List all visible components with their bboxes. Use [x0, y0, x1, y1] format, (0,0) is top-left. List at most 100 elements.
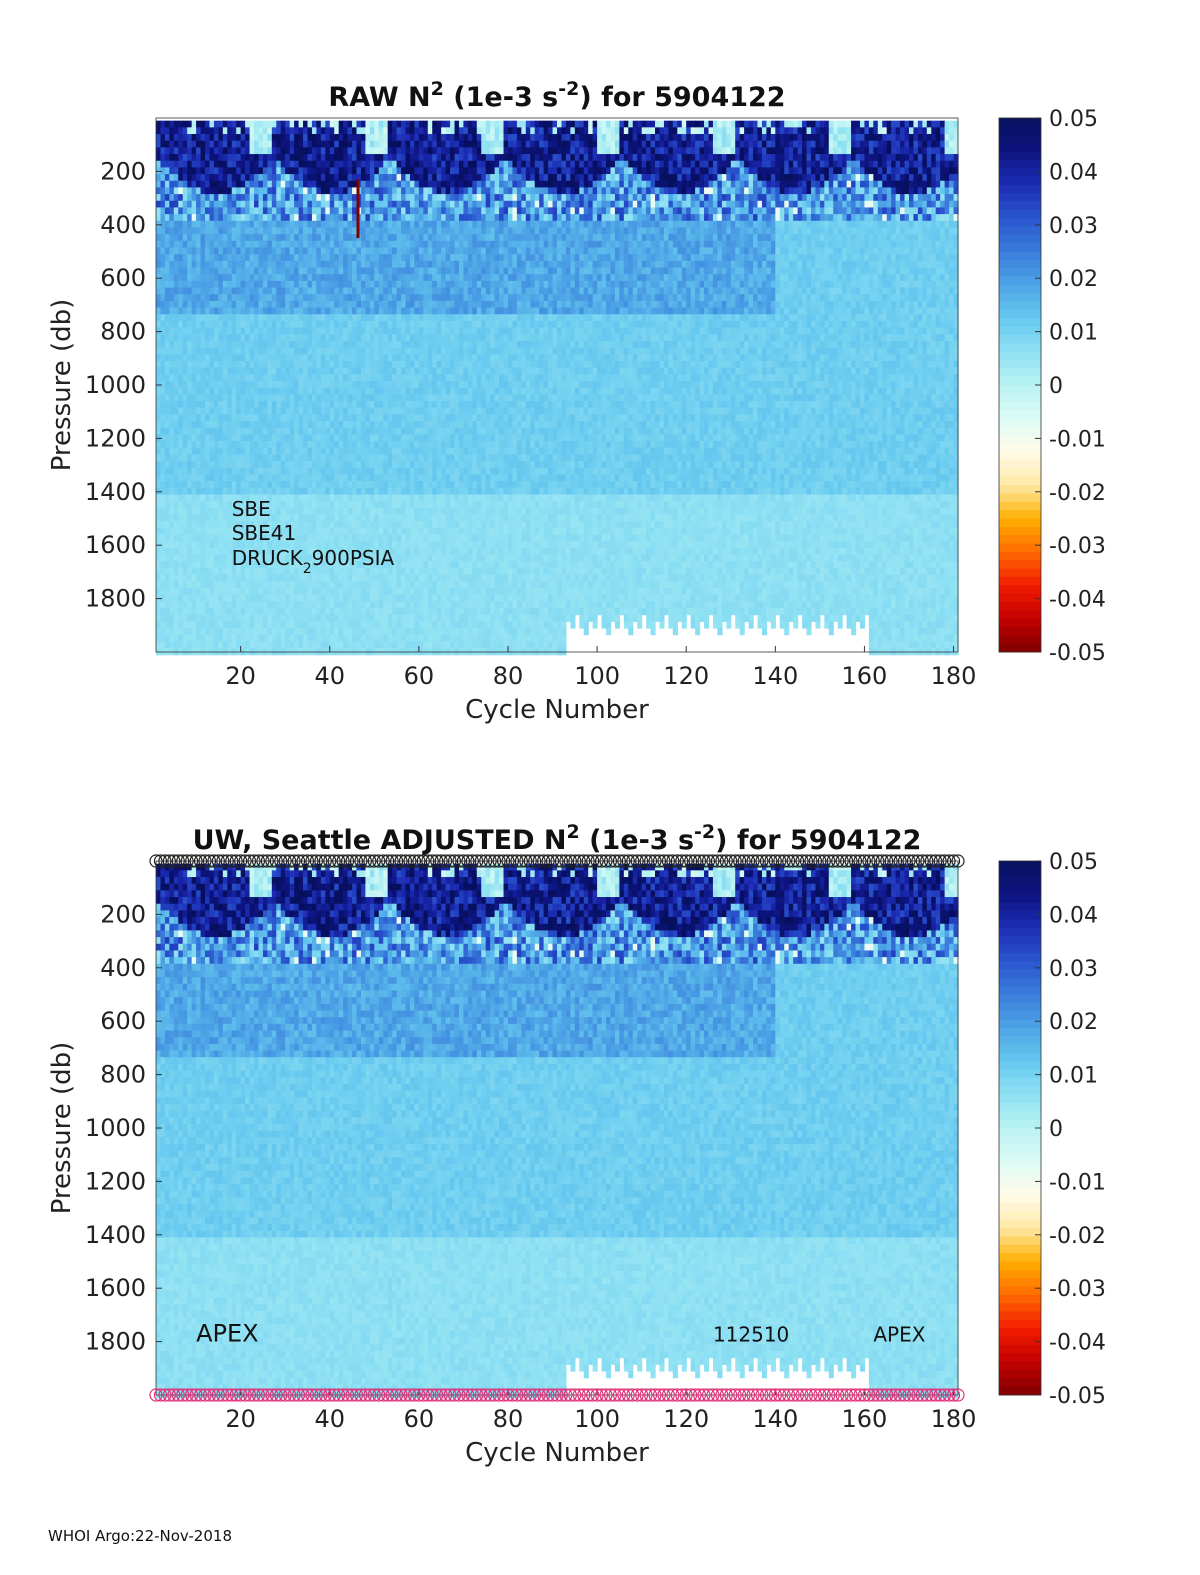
heatmap-cell: [196, 621, 201, 628]
heatmap-cell: [307, 221, 312, 228]
heatmap-cell: [263, 348, 268, 355]
heatmap-cell: [325, 501, 330, 508]
heatmap-cell: [299, 174, 304, 181]
heatmap-cell: [205, 214, 210, 221]
heatmap-cell: [178, 408, 183, 415]
heatmap-cell: [379, 127, 384, 134]
heatmap-cell: [312, 254, 317, 261]
heatmap-cell: [307, 207, 312, 214]
heatmap-cell: [174, 608, 179, 615]
heatmap-cell: [397, 187, 402, 194]
heatmap-cell: [307, 241, 312, 248]
heatmap-cell: [156, 548, 161, 555]
heatmap-cell: [428, 434, 433, 441]
heatmap-cell: [218, 241, 223, 248]
heatmap-cell: [432, 147, 437, 154]
heatmap-cell: [348, 448, 353, 455]
heatmap-cell: [392, 575, 397, 582]
heatmap-cell: [267, 248, 272, 255]
heatmap-cell: [290, 234, 295, 241]
heatmap-cell: [160, 281, 165, 288]
heatmap-cell: [281, 608, 286, 615]
heatmap-cell: [267, 588, 272, 595]
heatmap-cell: [419, 181, 424, 188]
heatmap-cell: [339, 161, 344, 168]
heatmap-cell: [432, 308, 437, 315]
heatmap-cell: [254, 588, 259, 595]
heatmap-cell: [227, 341, 232, 348]
heatmap-cell: [178, 361, 183, 368]
heatmap-cell: [397, 441, 402, 448]
heatmap-cell: [361, 141, 366, 148]
heatmap-cell: [343, 181, 348, 188]
heatmap-cell: [214, 141, 219, 148]
heatmap-cell: [165, 147, 170, 154]
heatmap-cell: [339, 508, 344, 515]
heatmap-cell: [267, 575, 272, 582]
heatmap-cell: [334, 248, 339, 255]
heatmap-cell: [232, 381, 237, 388]
heatmap-cell: [187, 374, 192, 381]
heatmap-cell: [307, 635, 312, 642]
heatmap-cell: [383, 575, 388, 582]
heatmap-cell: [343, 127, 348, 134]
heatmap-cell: [174, 361, 179, 368]
heatmap-cell: [406, 421, 411, 428]
heatmap-cell: [174, 454, 179, 461]
heatmap-cell: [209, 581, 214, 588]
heatmap-cell: [374, 194, 379, 201]
heatmap-cell: [401, 621, 406, 628]
heatmap-cell: [241, 388, 246, 395]
heatmap-cell: [397, 248, 402, 255]
heatmap-cell: [196, 481, 201, 488]
heatmap-cell: [187, 301, 192, 308]
heatmap-cell: [383, 588, 388, 595]
heatmap-cell: [325, 448, 330, 455]
heatmap-cell: [401, 454, 406, 461]
heatmap-cell: [388, 454, 393, 461]
heatmap-cell: [174, 301, 179, 308]
heatmap-cell: [321, 374, 326, 381]
heatmap-cell: [276, 308, 281, 315]
heatmap-cell: [178, 368, 183, 375]
heatmap-cell: [370, 515, 375, 522]
heatmap-cell: [419, 414, 424, 421]
heatmap-cell: [245, 281, 250, 288]
heatmap-cell: [165, 615, 170, 622]
heatmap-cell: [352, 615, 357, 622]
heatmap-cell: [285, 194, 290, 201]
heatmap-cell: [410, 588, 415, 595]
heatmap-cell: [365, 528, 370, 535]
heatmap-cell: [267, 241, 272, 248]
heatmap-cell: [205, 348, 210, 355]
heatmap-cell: [263, 281, 268, 288]
heatmap-cell: [250, 581, 255, 588]
heatmap-cell: [299, 461, 304, 468]
heatmap-cell: [410, 241, 415, 248]
heatmap-cell: [379, 147, 384, 154]
heatmap-cell: [285, 394, 290, 401]
heatmap-cell: [339, 308, 344, 315]
heatmap-cell: [285, 501, 290, 508]
heatmap-cell: [374, 167, 379, 174]
heatmap-cell: [423, 328, 428, 335]
heatmap-cell: [392, 354, 397, 361]
heatmap-cell: [423, 261, 428, 268]
heatmap-cell: [285, 348, 290, 355]
heatmap-cell: [196, 261, 201, 268]
heatmap-cell: [392, 414, 397, 421]
heatmap-cell: [218, 321, 223, 328]
heatmap-cell: [294, 615, 299, 622]
heatmap-cell: [307, 481, 312, 488]
heatmap-cell: [423, 388, 428, 395]
heatmap-cell: [419, 454, 424, 461]
heatmap-cell: [294, 354, 299, 361]
heatmap-cell: [276, 248, 281, 255]
heatmap-cell: [428, 601, 433, 608]
heatmap-cell: [392, 481, 397, 488]
heatmap-cell: [290, 147, 295, 154]
heatmap-cell: [254, 127, 259, 134]
heatmap-cell: [223, 254, 228, 261]
heatmap-cell: [383, 635, 388, 642]
heatmap-cell: [267, 348, 272, 355]
